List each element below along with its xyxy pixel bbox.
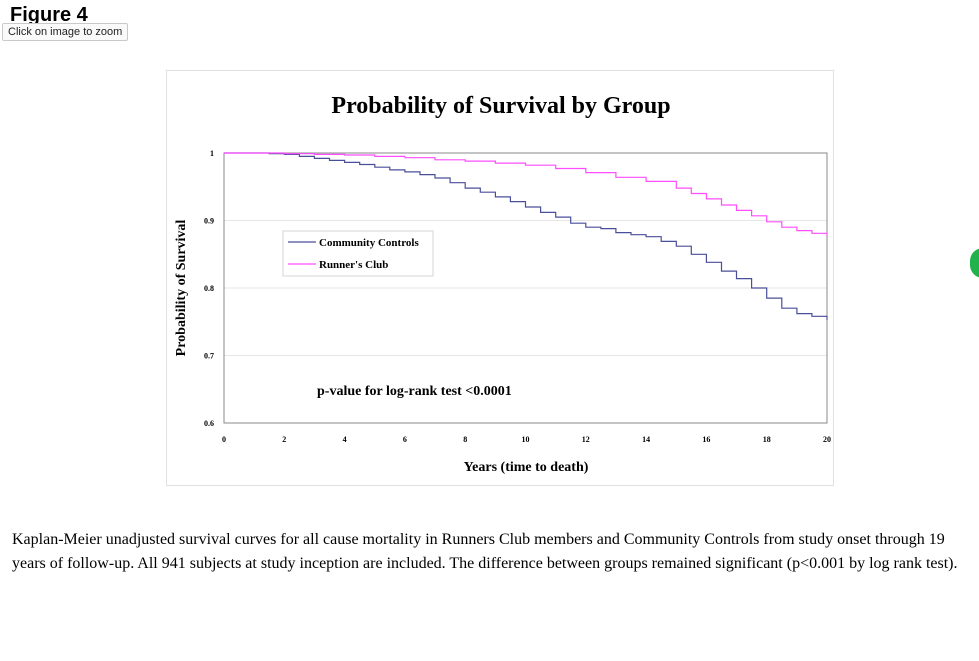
y-tick-label-1: 0.7 [204,352,214,361]
plot-area-border [223,152,828,424]
legend-box [282,230,434,277]
zoom-hint-button[interactable]: Click on image to zoom [2,23,129,41]
y-axis-label: Probability of Survival [174,220,189,357]
x-tick-label-6: 12 [582,435,590,444]
x-tick-label-10: 20 [823,435,831,444]
series-line-community-controls [224,152,828,320]
x-axis-label: Years (time to death) [464,460,589,475]
y-tick-label-3: 0.9 [204,217,214,226]
legend-label-community-controls: Community Controls [319,237,419,249]
legend-label-runners-club: Runner's Club [319,259,388,271]
p-value-annotation: p-value for log-rank test <0.0001 [317,384,512,399]
x-tick-label-8: 16 [702,435,710,444]
x-tick-label-1: 2 [282,435,286,444]
y-tick-label-2: 0.8 [204,284,214,293]
figure-caption: Kaplan-Meier unadjusted survival curves … [12,531,958,572]
figure-label: Figure 4 [10,4,88,26]
y-tick-label-0: 0.6 [204,419,214,428]
floating-action-button[interactable] [970,248,979,278]
x-tick-label-3: 6 [403,435,407,444]
series-lines [224,152,828,320]
x-tick-label-0: 0 [222,435,226,444]
y-tick-label-4: 1 [210,149,214,158]
legend: Community Controls Runner's Club [282,230,434,277]
figure-image[interactable]: Probability of Survival by Group 0.6 0.7 0… [166,70,834,486]
grid-lines [224,220,827,356]
x-tick-label-9: 18 [763,435,771,444]
y-tick-labels: 0.6 0.7 0.8 0.9 1 [204,149,214,428]
x-tick-label-4: 8 [463,435,467,444]
survival-chart: Probability of Survival by Group 0.60.70… [174,93,831,475]
x-tick-label-5: 10 [522,435,530,444]
x-tick-label-2: 4 [343,435,347,444]
series-line-runner-s-club [224,152,828,236]
x-tick-labels: 0 2 4 6 8 10 12 14 16 18 20 [222,435,831,444]
x-tick-label-7: 14 [642,435,650,444]
chart-title: Probability of Survival by Group [331,93,670,119]
